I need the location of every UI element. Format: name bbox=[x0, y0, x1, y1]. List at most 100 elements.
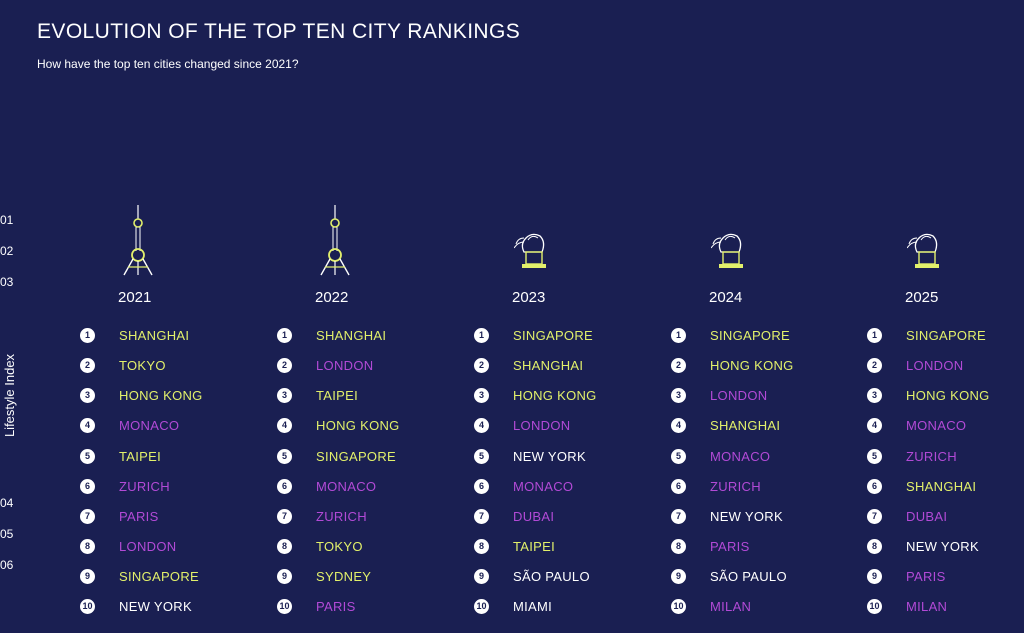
ranking-row: 1 SHANGHAI bbox=[80, 327, 250, 347]
side-code: 04 bbox=[0, 496, 14, 510]
city-name: TAIPEI bbox=[316, 388, 359, 403]
city-name: TAIPEI bbox=[513, 539, 556, 554]
city-name: SHANGHAI bbox=[906, 479, 977, 494]
city-name: MONACO bbox=[710, 449, 771, 464]
ranking-row: 8 LONDON bbox=[80, 538, 250, 558]
ranking-row: 6 MONACO bbox=[277, 478, 447, 498]
rank-badge: 6 bbox=[867, 479, 882, 494]
ranking-row: 3 HONG KONG bbox=[80, 387, 250, 407]
ranking-row: 10 NEW YORK bbox=[80, 598, 250, 618]
ranking-row: 3 TAIPEI bbox=[277, 387, 447, 407]
ranking-row: 4 MONACO bbox=[80, 417, 250, 437]
city-name: SINGAPORE bbox=[710, 328, 790, 343]
ranking-row: 10 PARIS bbox=[277, 598, 447, 618]
city-name: NEW YORK bbox=[119, 599, 192, 614]
merlion-icon bbox=[514, 233, 547, 269]
city-name: SHANGHAI bbox=[513, 358, 584, 373]
ranking-row: 9 SYDNEY bbox=[277, 568, 447, 588]
rank-badge: 10 bbox=[80, 599, 95, 614]
ranking-row: 10 MILAN bbox=[671, 598, 841, 618]
rank-badge: 5 bbox=[671, 449, 686, 464]
year-heading: 2023 bbox=[512, 289, 546, 306]
rank-badge: 6 bbox=[80, 479, 95, 494]
city-name: ZURICH bbox=[119, 479, 170, 494]
rank-badge: 2 bbox=[867, 358, 882, 373]
city-name: HONG KONG bbox=[513, 388, 597, 403]
ranking-row: 9 SINGAPORE bbox=[80, 568, 250, 588]
rank-badge: 1 bbox=[867, 328, 882, 343]
rank-badge: 8 bbox=[867, 539, 882, 554]
ranking-row: 2 HONG KONG bbox=[671, 357, 841, 377]
oriental-pearl-tower-icon bbox=[123, 205, 153, 276]
ranking-row: 4 SHANGHAI bbox=[671, 417, 841, 437]
city-name: LONDON bbox=[513, 418, 571, 433]
rank-badge: 3 bbox=[80, 388, 95, 403]
ranking-row: 5 MONACO bbox=[671, 448, 841, 468]
year-column: 2022 1 SHANGHAI 2 LONDON 3 TAIPEI 4 HONG KONG 5 SI… bbox=[277, 0, 447, 633]
rank-badge: 6 bbox=[474, 479, 489, 494]
year-column: 2023 1 SINGAPORE 2 SHANGHAI 3 HONG KONG 4 LONDON… bbox=[474, 0, 644, 633]
city-name: DUBAI bbox=[513, 509, 555, 524]
rank-badge: 2 bbox=[277, 358, 292, 373]
page-title: EVOLUTION OF THE TOP TEN CITY RANKINGS bbox=[37, 20, 521, 43]
rank-badge: 9 bbox=[80, 569, 95, 584]
year-heading: 2024 bbox=[709, 289, 743, 306]
ranking-row: 2 LONDON bbox=[277, 357, 447, 377]
rank-badge: 5 bbox=[80, 449, 95, 464]
year-heading: 2022 bbox=[315, 289, 349, 306]
city-name: LONDON bbox=[316, 358, 374, 373]
ranking-row: 7 NEW YORK bbox=[671, 508, 841, 528]
city-name: MIAMI bbox=[513, 599, 553, 614]
city-name: PARIS bbox=[119, 509, 159, 524]
city-name: MILAN bbox=[710, 599, 752, 614]
rank-badge: 5 bbox=[867, 449, 882, 464]
rank-badge: 8 bbox=[671, 539, 686, 554]
rank-badge: 2 bbox=[80, 358, 95, 373]
city-name: SINGAPORE bbox=[513, 328, 593, 343]
city-name: ZURICH bbox=[906, 449, 957, 464]
rank-badge: 7 bbox=[671, 509, 686, 524]
rank-badge: 7 bbox=[474, 509, 489, 524]
city-name: MONACO bbox=[316, 479, 377, 494]
rank-badge: 10 bbox=[867, 599, 882, 614]
ranking-row: 1 SINGAPORE bbox=[474, 327, 644, 347]
rank-badge: 2 bbox=[474, 358, 489, 373]
ranking-row: 3 HONG KONG bbox=[867, 387, 1024, 407]
ranking-row: 4 HONG KONG bbox=[277, 417, 447, 437]
city-name: SHANGHAI bbox=[710, 418, 781, 433]
oriental-pearl-tower-icon bbox=[320, 205, 350, 276]
ranking-row: 5 ZURICH bbox=[867, 448, 1024, 468]
rank-badge: 4 bbox=[277, 418, 292, 433]
side-code: 05 bbox=[0, 527, 14, 541]
rank-badge: 4 bbox=[867, 418, 882, 433]
city-name: MONACO bbox=[906, 418, 967, 433]
ranking-row: 2 TOKYO bbox=[80, 357, 250, 377]
page-subtitle: How have the top ten cities changed sinc… bbox=[37, 57, 299, 71]
ranking-row: 5 TAIPEI bbox=[80, 448, 250, 468]
city-name: HONG KONG bbox=[710, 358, 794, 373]
ranking-row: 7 ZURICH bbox=[277, 508, 447, 528]
year-heading: 2021 bbox=[118, 289, 152, 306]
side-code: 03 bbox=[0, 275, 14, 289]
rank-badge: 4 bbox=[474, 418, 489, 433]
ranking-row: 7 DUBAI bbox=[867, 508, 1024, 528]
merlion-icon bbox=[711, 233, 744, 269]
rank-badge: 8 bbox=[474, 539, 489, 554]
ranking-row: 3 HONG KONG bbox=[474, 387, 644, 407]
city-name: SYDNEY bbox=[316, 569, 372, 584]
ranking-row: 6 ZURICH bbox=[671, 478, 841, 498]
rank-badge: 9 bbox=[671, 569, 686, 584]
city-name: NEW YORK bbox=[710, 509, 783, 524]
ranking-row: 2 SHANGHAI bbox=[474, 357, 644, 377]
city-name: HONG KONG bbox=[906, 388, 990, 403]
city-name: MONACO bbox=[513, 479, 574, 494]
ranking-row: 1 SHANGHAI bbox=[277, 327, 447, 347]
rank-badge: 8 bbox=[80, 539, 95, 554]
ranking-row: 8 TOKYO bbox=[277, 538, 447, 558]
city-name: HONG KONG bbox=[316, 418, 400, 433]
side-code: 02 bbox=[0, 244, 14, 258]
ranking-row: 6 ZURICH bbox=[80, 478, 250, 498]
city-name: NEW YORK bbox=[513, 449, 586, 464]
rank-badge: 7 bbox=[80, 509, 95, 524]
rank-badge: 10 bbox=[474, 599, 489, 614]
